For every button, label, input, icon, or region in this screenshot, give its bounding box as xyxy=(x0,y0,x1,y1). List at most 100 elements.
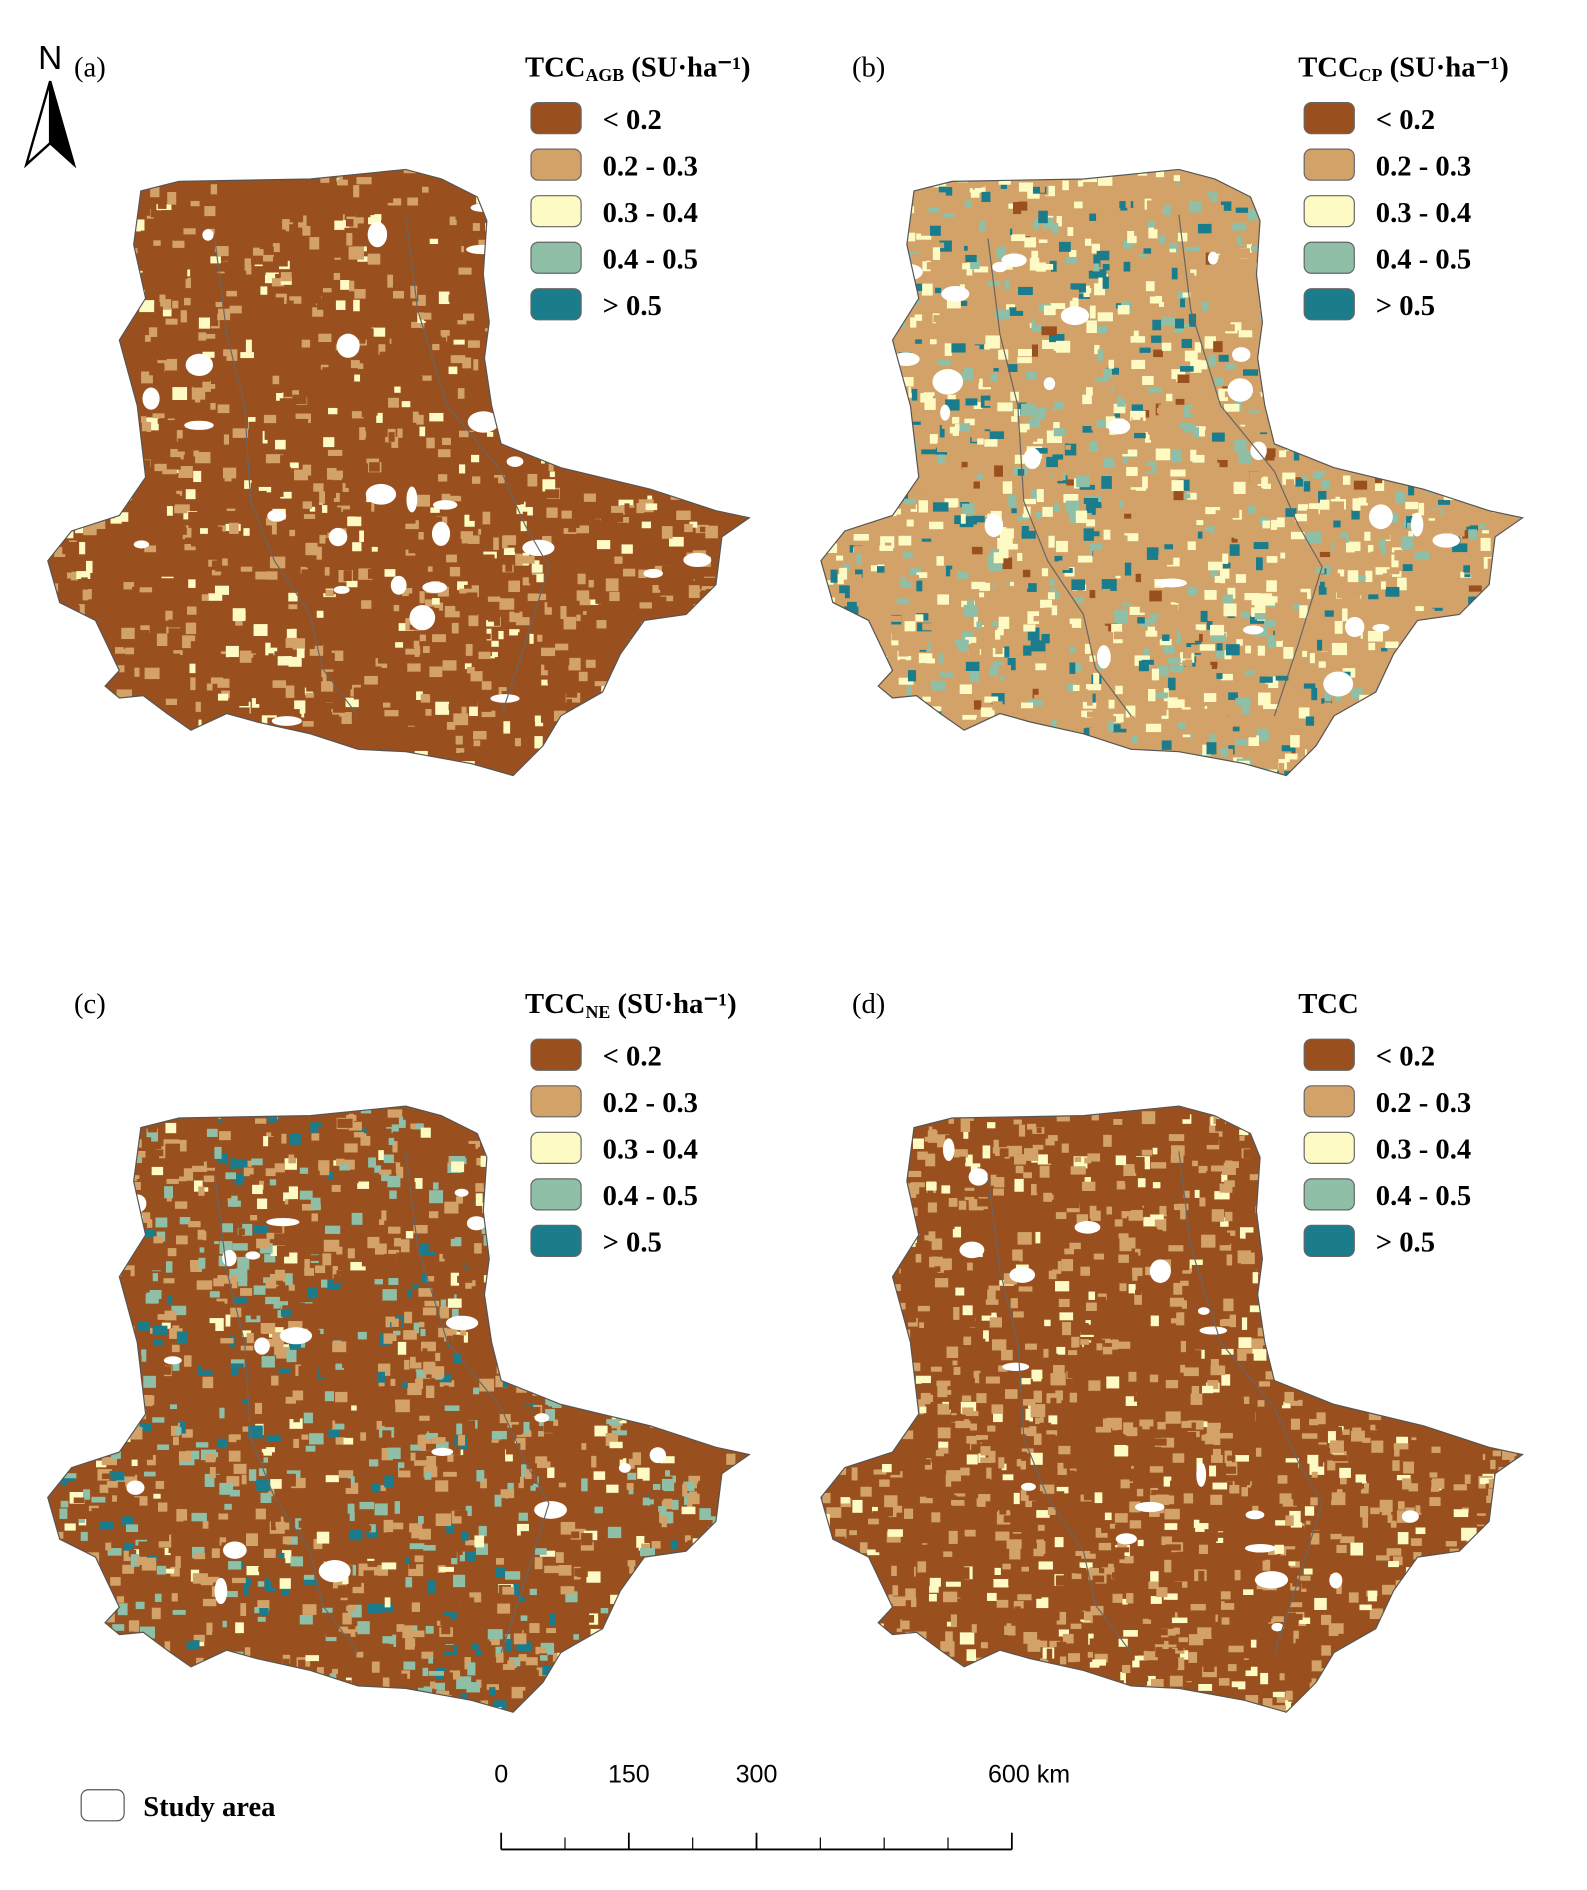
raster-cell xyxy=(155,498,163,512)
raster-cell xyxy=(941,663,947,669)
raster-cell xyxy=(198,332,207,341)
raster-cell xyxy=(1264,619,1276,627)
raster-cell xyxy=(165,698,178,705)
raster-cell xyxy=(228,707,235,717)
raster-cell xyxy=(1106,367,1120,375)
raster-cell xyxy=(366,622,379,628)
raster-cell xyxy=(1161,342,1172,351)
raster-cell xyxy=(654,743,666,751)
raster-cell xyxy=(820,267,833,277)
raster-cell xyxy=(1339,396,1346,406)
boundary xyxy=(214,214,550,717)
raster-cell xyxy=(1497,722,1510,735)
raster-cell xyxy=(472,223,480,231)
raster-cell xyxy=(122,297,135,304)
raster-cell xyxy=(1282,317,1293,325)
raster-cell xyxy=(1387,604,1397,616)
raster-cell xyxy=(1504,696,1512,707)
raster-cell xyxy=(232,428,249,438)
raster-cell xyxy=(503,271,510,281)
raster-cell xyxy=(1292,387,1304,396)
raster-cell xyxy=(165,318,178,325)
raster-cell xyxy=(666,713,673,727)
raster-cell xyxy=(588,579,594,588)
raster-cell xyxy=(1385,586,1400,597)
raster-cell xyxy=(971,505,988,516)
raster-cell xyxy=(1056,586,1070,592)
raster-cell xyxy=(992,701,1003,711)
raster-cell xyxy=(852,656,864,663)
raster-cell xyxy=(469,706,478,717)
raster-cell xyxy=(76,312,85,322)
raster-cell xyxy=(56,275,68,287)
raster-cell xyxy=(333,272,341,280)
raster-cell xyxy=(1400,322,1414,336)
raster-cell xyxy=(301,569,313,580)
raster-cell xyxy=(624,463,640,470)
raster-cell xyxy=(709,698,725,706)
raster-cell xyxy=(1207,192,1218,203)
raster-cell xyxy=(1261,304,1269,312)
raster-cell xyxy=(264,216,280,223)
raster-cell xyxy=(533,341,547,349)
raster-cell xyxy=(477,633,491,640)
raster-cell xyxy=(1290,531,1305,540)
raster-cell xyxy=(976,473,983,480)
raster-cell xyxy=(836,349,842,359)
raster-cell xyxy=(1291,329,1297,337)
raster-cell xyxy=(1218,169,1230,179)
raster-cell xyxy=(1329,753,1339,763)
raster-cell xyxy=(962,263,975,270)
raster-cell xyxy=(738,671,750,679)
raster-cell xyxy=(107,283,119,292)
raster-cell xyxy=(1040,181,1045,193)
raster-cell xyxy=(694,288,706,295)
raster-cell xyxy=(116,689,132,700)
raster-cell xyxy=(1372,386,1382,400)
raster-cell xyxy=(264,552,270,561)
raster-cell xyxy=(1067,227,1074,237)
raster-cell xyxy=(1031,344,1038,357)
raster-cell xyxy=(148,753,161,766)
raster-cell xyxy=(544,342,554,353)
raster-cell xyxy=(49,411,58,416)
raster-cell xyxy=(482,774,498,776)
raster-cell xyxy=(1408,484,1415,496)
raster-cell xyxy=(1058,732,1070,743)
raster-cell xyxy=(999,433,1011,441)
raster-cell xyxy=(48,618,61,632)
raster-cell xyxy=(838,227,849,238)
raster-cell xyxy=(220,283,235,292)
raster-cell xyxy=(1045,395,1055,408)
no-data xyxy=(683,417,699,443)
raster-cell xyxy=(1152,319,1162,331)
raster-cell xyxy=(1397,469,1407,477)
raster-cell xyxy=(134,674,150,680)
raster-cell xyxy=(1475,374,1485,384)
raster-cell xyxy=(506,730,520,739)
raster-cell xyxy=(167,767,181,776)
raster-cell xyxy=(618,653,633,666)
raster-cell xyxy=(925,593,932,602)
raster-cell xyxy=(154,713,161,724)
raster-cell xyxy=(908,515,915,523)
raster-cell xyxy=(425,371,439,383)
raster-cell xyxy=(647,673,662,679)
raster-cell xyxy=(231,774,241,776)
raster-cell xyxy=(1493,417,1499,430)
raster-cell xyxy=(675,309,682,322)
raster-cell xyxy=(901,171,909,185)
raster-cell xyxy=(1371,752,1382,760)
raster-cell xyxy=(592,387,603,396)
raster-cell xyxy=(425,709,432,716)
raster-cell xyxy=(995,289,1006,302)
raster-cell xyxy=(717,198,731,204)
raster-cell xyxy=(408,327,422,339)
raster-cell xyxy=(1093,549,1107,560)
raster-cell xyxy=(936,712,951,722)
raster-cell xyxy=(567,739,575,752)
raster-cell xyxy=(238,402,243,412)
raster-cell xyxy=(1374,470,1383,484)
raster-cell xyxy=(1415,606,1424,612)
raster-cell xyxy=(1034,241,1048,253)
